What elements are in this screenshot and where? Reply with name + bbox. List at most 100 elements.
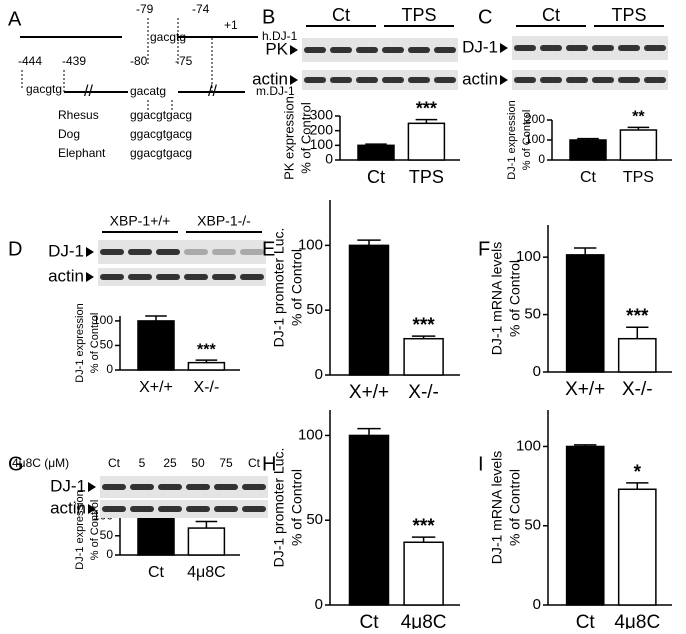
site: gacatg (130, 84, 166, 98)
significance: *** (197, 341, 216, 358)
bar (403, 541, 444, 606)
y-axis-label: % of Control (289, 469, 305, 546)
y-tick-label: 100 (310, 136, 334, 152)
sequence: ggacgtgacg (130, 108, 192, 122)
y-tick-label: 0 (533, 596, 541, 613)
blot-group: XBP-1-/- (197, 213, 251, 229)
band (214, 484, 238, 490)
band (382, 77, 404, 83)
band (130, 484, 154, 490)
band (434, 77, 456, 83)
panel-letter: F (478, 238, 490, 260)
panel-letter: I (478, 453, 484, 475)
y-axis-label: % of Control (507, 469, 523, 546)
y-tick-label: 0 (538, 152, 545, 166)
band (240, 274, 264, 280)
blot-group: TPS (611, 5, 646, 25)
blot (512, 70, 668, 90)
y-tick-label: 100 (516, 437, 541, 454)
blot (98, 240, 266, 264)
panel-letter: D (8, 238, 22, 260)
x-tick-label: TPS (623, 169, 654, 186)
y-axis-label: PK expression (281, 96, 296, 180)
blot (100, 500, 268, 518)
x-tick-label: X+/+ (349, 382, 389, 403)
band (156, 249, 180, 255)
y-tick-label: 0 (315, 596, 323, 613)
position: -79 (136, 2, 154, 16)
band (214, 506, 238, 512)
y-axis-label: DJ-1 expression (74, 303, 86, 382)
gap (128, 84, 178, 100)
sequence: ggacgtgacg (130, 127, 192, 141)
panel-letter: H (262, 453, 276, 475)
y-axis-label: DJ-1 expression (74, 490, 86, 569)
blot (100, 476, 268, 498)
lane-label: 25 (163, 456, 177, 470)
position: -74 (192, 2, 210, 16)
y-tick-label: 50 (524, 517, 541, 534)
tss: +1 (224, 18, 238, 32)
band (130, 506, 154, 512)
band (100, 274, 124, 280)
bar (565, 445, 605, 606)
y-tick-label: 200 (310, 121, 334, 137)
row-label: DJ-1 (50, 476, 86, 495)
band (128, 274, 152, 280)
band (592, 77, 614, 83)
x-tick-label: Ct (576, 612, 596, 629)
significance: * (634, 462, 642, 483)
y-tick-label: 100 (516, 248, 541, 265)
bar (617, 488, 657, 606)
x-tick-label: X-/- (408, 382, 439, 403)
species: Rhesus (58, 108, 99, 122)
band (592, 45, 614, 51)
y-axis-label: DJ-1 promoter Luc. (271, 228, 287, 348)
bar (407, 122, 446, 161)
blot-group: TPS (401, 5, 436, 25)
band (356, 47, 378, 53)
bar (348, 434, 390, 606)
x-tick-label: Ct (148, 564, 165, 581)
y-axis-label: % of Control (298, 102, 313, 174)
y-axis-label: DJ-1 mRNA levels (489, 451, 505, 565)
band (644, 45, 666, 51)
band (618, 77, 640, 83)
y-axis-label: % of Control (521, 110, 533, 171)
y-axis-label: % of Control (289, 249, 305, 326)
band (212, 249, 236, 255)
band (158, 506, 182, 512)
x-tick-label: TPS (409, 167, 444, 187)
blot-group: Ct (332, 5, 350, 25)
diagram-a: A -79 -74 gacgtg +1 h.DJ-1 -444 -439 -80… (8, 2, 298, 160)
x-tick-label: X-/- (194, 379, 220, 396)
band (186, 506, 210, 512)
position: -75 (175, 54, 193, 68)
y-tick-label: 100 (298, 236, 323, 253)
band (434, 47, 456, 53)
bar (187, 361, 226, 371)
bar (187, 527, 226, 556)
bar (617, 337, 657, 373)
band (330, 77, 352, 83)
y-tick-label: 300 (310, 107, 334, 123)
lane-label: 75 (219, 456, 233, 470)
position: -80 (130, 54, 148, 68)
band (304, 77, 326, 83)
band (240, 249, 264, 255)
break: // (84, 83, 93, 100)
y-tick-label: 0 (315, 366, 323, 383)
band (356, 77, 378, 83)
row-arrow (88, 504, 96, 514)
y-tick-label: 0 (106, 547, 113, 561)
band (100, 249, 124, 255)
x-tick-label: 4μ8C (614, 612, 660, 629)
y-axis-label: DJ-1 promoter Luc. (271, 448, 287, 568)
row-label: actin (252, 69, 288, 88)
row-label: DJ-1 (462, 37, 498, 56)
band (618, 45, 640, 51)
row-arrow (86, 272, 94, 282)
y-axis-label: DJ-1 expression (506, 100, 518, 179)
y-tick-label: 50 (306, 511, 323, 528)
